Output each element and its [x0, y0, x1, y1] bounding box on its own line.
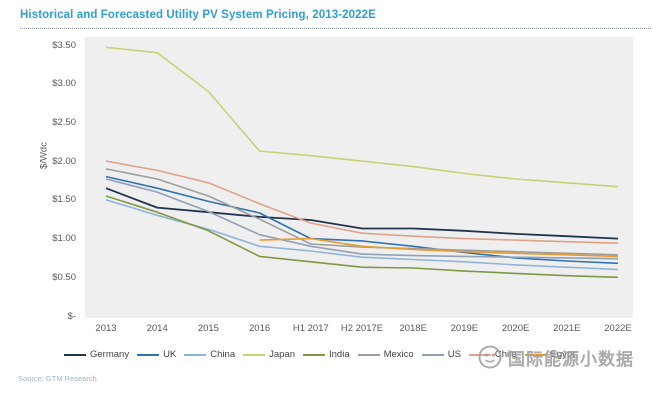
legend-swatch-china [184, 353, 207, 356]
y-axis-tick-label: $2.50 [52, 116, 76, 128]
series-line-india [105, 195, 619, 279]
legend-item-china: China [184, 349, 235, 360]
x-axis-tick-label: 2019E [450, 323, 479, 334]
series-line-us [105, 178, 619, 260]
series-line-japan [105, 46, 619, 188]
legend-item-us: US [421, 349, 461, 360]
legend-label-chile: Chile [494, 349, 517, 360]
x-axis-tick-label: 2020E [501, 323, 530, 334]
legend-swatch-india [303, 353, 325, 356]
legend-label-germany: Germany [90, 349, 130, 360]
legend-label-egypt: Egypt [550, 349, 575, 360]
legend-label-india: India [329, 349, 350, 360]
chart-lines-svg [105, 46, 619, 279]
legend-label-mexico: Mexico [383, 349, 414, 360]
x-axis-tick-label: H2 2017E [340, 323, 384, 334]
legend: Germany UK China Japan India Mexico US Chile Egy… [64, 349, 575, 360]
y-axis-tick-label: $3.50 [52, 39, 76, 51]
legend-swatch-us [421, 353, 444, 356]
legend-swatch-mexico [357, 353, 380, 356]
series-line-mexico [105, 168, 619, 256]
x-axis-tick-label: 2013 [95, 323, 117, 334]
series-line-egypt [259, 237, 619, 258]
legend-label-uk: UK [163, 349, 177, 360]
legend-item-india: India [303, 349, 350, 360]
x-axis-tick-label: 2014 [146, 323, 168, 334]
legend-item-egypt: Egypt [524, 349, 575, 360]
x-axis-tick-label: H1 2017 [292, 323, 329, 334]
series-line-germany [105, 187, 619, 240]
legend-item-uk: UK [137, 349, 176, 360]
page-title: Historical and Forecasted Utility PV Sys… [20, 9, 376, 21]
x-axis-tick-label: 2018E [399, 323, 427, 334]
y-axis-tick-label: $2.00 [52, 155, 76, 167]
title-divider [20, 28, 651, 29]
legend-item-chile: Chile [468, 349, 517, 360]
x-axis-tick-label: 2021E [553, 323, 581, 334]
legend-swatch-chile [468, 353, 491, 356]
legend-swatch-uk [137, 353, 160, 356]
y-axis-tick-label: $3.00 [52, 78, 76, 90]
legend-swatch-egypt [524, 353, 547, 356]
legend-swatch-germany [64, 353, 86, 356]
legend-label-japan: Japan [269, 349, 295, 360]
y-axis-tick-label: $- [67, 310, 76, 322]
source-note: Source: GTM Research [18, 374, 97, 383]
legend-label-us: US [447, 349, 461, 360]
legend-label-china: China [210, 349, 236, 360]
legend-item-germany: Germany [64, 349, 129, 360]
y-axis-tick-label: $1.50 [52, 194, 76, 206]
y-axis-tick-label: $1.00 [52, 233, 76, 245]
legend-item-mexico: Mexico [357, 349, 414, 360]
y-axis-tick-label: $0.50 [52, 271, 76, 283]
series-line-chile [105, 160, 619, 244]
series-line-uk [105, 175, 619, 265]
legend-item-japan: Japan [243, 349, 295, 360]
legend-swatch-japan [243, 353, 266, 356]
x-axis-tick-label: 2022E [604, 323, 632, 334]
x-axis-tick-label: 2016 [249, 323, 271, 334]
chart-plot-area [85, 37, 633, 318]
x-axis-tick-label: 2015 [197, 323, 219, 334]
